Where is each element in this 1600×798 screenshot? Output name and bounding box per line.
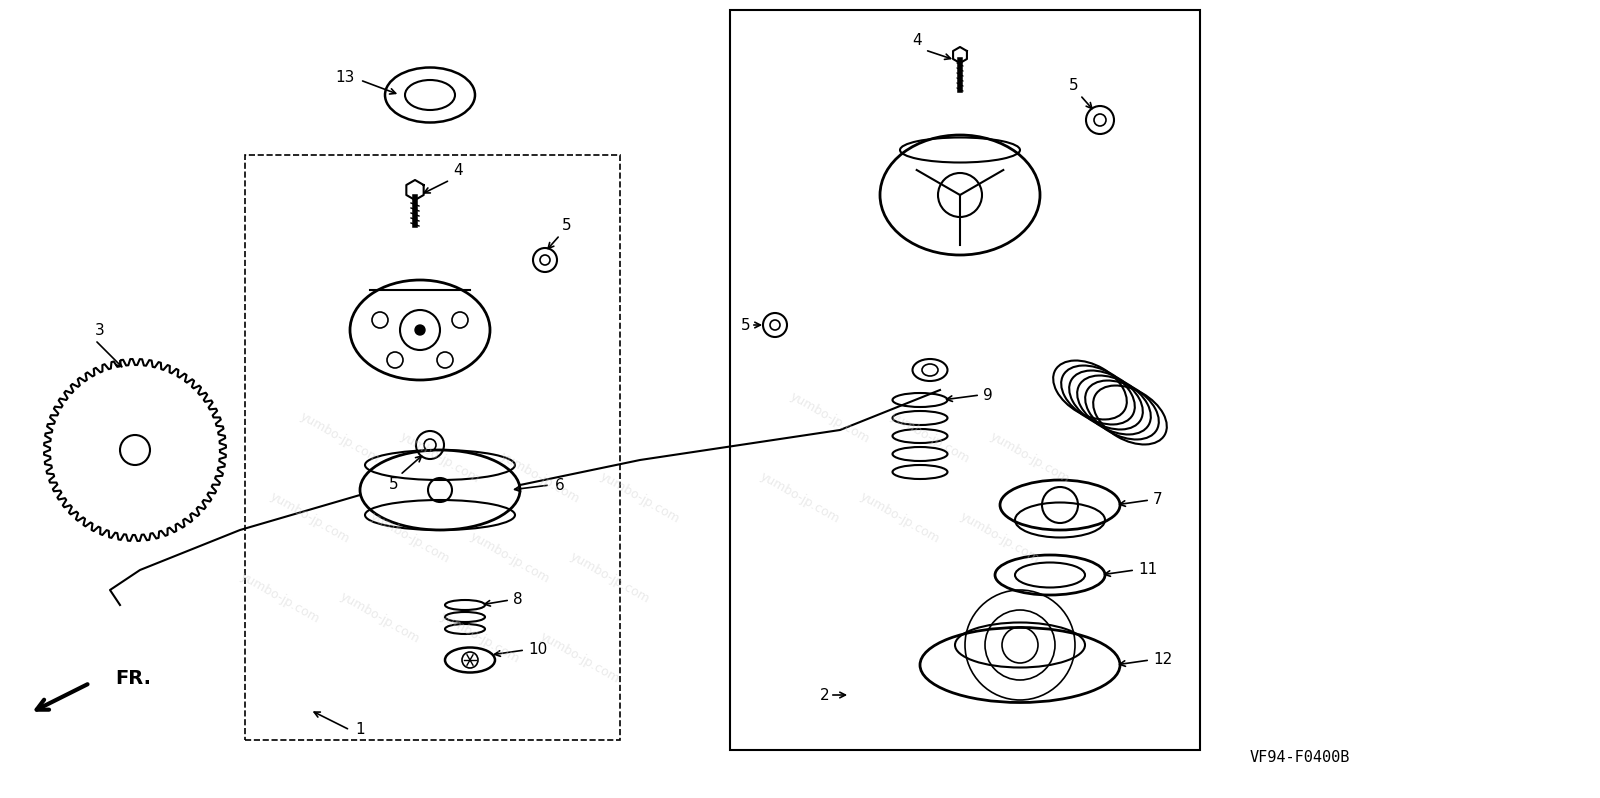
Text: 8: 8 bbox=[514, 592, 523, 607]
Text: yumbo-jp.com: yumbo-jp.com bbox=[498, 450, 582, 506]
Text: FR.: FR. bbox=[115, 669, 150, 688]
Text: 1: 1 bbox=[355, 722, 365, 737]
Text: yumbo-jp.com: yumbo-jp.com bbox=[538, 630, 622, 686]
Text: 5: 5 bbox=[389, 477, 398, 492]
Text: 12: 12 bbox=[1154, 653, 1173, 667]
Text: 7: 7 bbox=[1154, 492, 1163, 508]
Text: yumbo-jp.com: yumbo-jp.com bbox=[467, 530, 552, 586]
Text: yumbo-jp.com: yumbo-jp.com bbox=[267, 490, 352, 546]
Text: 4: 4 bbox=[453, 163, 462, 178]
Text: VF94-F0400B: VF94-F0400B bbox=[1250, 750, 1350, 765]
Text: 13: 13 bbox=[336, 70, 355, 85]
Text: 6: 6 bbox=[555, 477, 565, 492]
Text: 5: 5 bbox=[741, 318, 750, 333]
Text: 4: 4 bbox=[912, 33, 922, 48]
Text: yumbo-jp.com: yumbo-jp.com bbox=[568, 550, 653, 606]
Text: 5: 5 bbox=[562, 218, 571, 233]
Text: yumbo-jp.com: yumbo-jp.com bbox=[787, 390, 872, 446]
Text: yumbo-jp.com: yumbo-jp.com bbox=[598, 470, 682, 526]
Text: yumbo-jp.com: yumbo-jp.com bbox=[368, 510, 453, 566]
Text: yumbo-jp.com: yumbo-jp.com bbox=[958, 510, 1042, 566]
Text: yumbo-jp.com: yumbo-jp.com bbox=[398, 430, 482, 486]
Circle shape bbox=[414, 325, 426, 335]
Text: yumbo-jp.com: yumbo-jp.com bbox=[987, 430, 1072, 486]
Text: yumbo-jp.com: yumbo-jp.com bbox=[758, 470, 842, 526]
Text: yumbo-jp.com: yumbo-jp.com bbox=[238, 570, 322, 626]
Text: yumbo-jp.com: yumbo-jp.com bbox=[888, 410, 973, 466]
Text: 5: 5 bbox=[1069, 78, 1078, 93]
Text: yumbo-jp.com: yumbo-jp.com bbox=[338, 590, 422, 646]
Text: 9: 9 bbox=[982, 388, 992, 402]
Text: yumbo-jp.com: yumbo-jp.com bbox=[298, 410, 382, 466]
Text: yumbo-jp.com: yumbo-jp.com bbox=[438, 610, 522, 666]
Text: yumbo-jp.com: yumbo-jp.com bbox=[858, 490, 942, 546]
Text: 10: 10 bbox=[528, 642, 547, 658]
Text: 2: 2 bbox=[819, 688, 830, 702]
Text: 3: 3 bbox=[94, 323, 106, 338]
Text: 11: 11 bbox=[1138, 563, 1157, 578]
